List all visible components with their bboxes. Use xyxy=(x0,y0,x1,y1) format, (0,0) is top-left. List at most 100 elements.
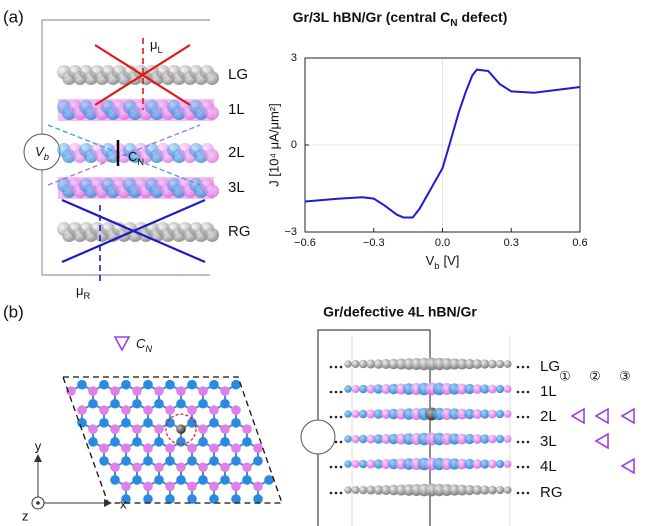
atom xyxy=(132,386,142,396)
y-tick-label: −3 xyxy=(284,226,297,238)
atom xyxy=(242,462,252,472)
atom xyxy=(132,462,142,472)
atom xyxy=(198,437,208,447)
atom xyxy=(242,437,252,447)
atom xyxy=(496,435,504,443)
atom xyxy=(121,482,131,492)
atom xyxy=(176,399,186,409)
layer-label: LG xyxy=(540,358,560,375)
x-tick-label: −0.6 xyxy=(294,237,316,249)
atom xyxy=(220,437,230,447)
ellipsis-dot xyxy=(522,492,525,495)
atom xyxy=(88,424,98,434)
defect-marker xyxy=(622,459,634,473)
ellipsis-dot xyxy=(340,492,343,495)
panel-label: (b) xyxy=(3,302,24,321)
axis-out-dot xyxy=(36,501,40,505)
atom xyxy=(488,486,497,495)
bias-source xyxy=(301,420,335,454)
atom xyxy=(359,460,368,469)
ellipsis-dot xyxy=(330,466,333,469)
axis-label: z xyxy=(22,508,29,523)
atom xyxy=(496,385,504,393)
ellipsis-dot xyxy=(527,492,530,495)
atom xyxy=(242,424,252,434)
x-tick-label: 0.0 xyxy=(435,237,450,249)
atom xyxy=(488,410,497,419)
layer-label: 2L xyxy=(540,408,557,425)
ellipsis-dot xyxy=(330,391,333,394)
atom xyxy=(231,456,241,466)
atom xyxy=(205,106,219,120)
text-part: C xyxy=(128,149,137,164)
atom xyxy=(154,462,164,472)
atom xyxy=(205,228,219,242)
atom xyxy=(176,424,186,434)
atom xyxy=(187,456,197,466)
atom xyxy=(205,149,219,163)
atom xyxy=(176,462,186,472)
atom xyxy=(488,460,497,469)
ellipsis-dot xyxy=(335,466,338,469)
atom xyxy=(132,424,142,434)
atom xyxy=(110,462,120,472)
ellipsis-dot xyxy=(517,366,520,369)
ellipsis-dot xyxy=(340,366,343,369)
axis-label: y xyxy=(35,438,42,453)
atom xyxy=(143,418,153,428)
layer-label: RG xyxy=(540,484,563,501)
subscript: R xyxy=(84,291,91,301)
atom xyxy=(198,386,208,396)
atom xyxy=(154,437,164,447)
figure: (a)Gr/3L hBN/Gr (central CN defect)VbCNμ… xyxy=(0,0,654,526)
ellipsis-dot xyxy=(340,466,343,469)
atom xyxy=(496,460,504,468)
atom xyxy=(121,456,131,466)
ellipsis-dot xyxy=(330,492,333,495)
x-tick-label: −0.3 xyxy=(363,237,385,249)
ellipsis-dot xyxy=(527,466,530,469)
atom xyxy=(253,482,263,492)
atom xyxy=(496,410,504,418)
layer-label: 3L xyxy=(228,179,245,196)
atom xyxy=(165,456,175,466)
defect-marker xyxy=(596,434,608,448)
ellipsis-dot xyxy=(517,492,520,495)
atom xyxy=(132,437,142,447)
ellipsis-dot xyxy=(522,366,525,369)
atom xyxy=(359,435,368,444)
ellipsis-dot xyxy=(517,466,520,469)
atom xyxy=(220,386,230,396)
mu-right: μR xyxy=(76,283,91,301)
ellipsis-dot xyxy=(335,391,338,394)
layer-label: LG xyxy=(228,66,248,83)
atom xyxy=(88,386,98,396)
atom xyxy=(359,385,368,394)
atom xyxy=(99,443,109,453)
atom xyxy=(504,385,512,393)
atom xyxy=(504,360,512,368)
atom xyxy=(231,443,241,453)
atom xyxy=(344,486,352,494)
atom xyxy=(205,184,219,198)
atom xyxy=(220,475,230,485)
atom xyxy=(187,482,197,492)
atom xyxy=(176,386,186,396)
ellipsis-dot xyxy=(517,441,520,444)
atom xyxy=(165,482,175,492)
atom xyxy=(154,386,164,396)
subscript: N xyxy=(145,344,152,354)
atom xyxy=(359,360,368,369)
layer-label: RG xyxy=(228,223,251,240)
atom xyxy=(344,385,352,393)
atom xyxy=(187,405,197,415)
subscript: b xyxy=(434,261,439,271)
ellipsis-dot xyxy=(340,441,343,444)
atom xyxy=(143,482,153,492)
axis-label: x xyxy=(120,496,127,511)
ellipsis-dot xyxy=(527,391,530,394)
atom xyxy=(231,380,241,390)
atom xyxy=(253,456,263,466)
ellipsis-dot xyxy=(335,441,338,444)
defect-marker xyxy=(622,409,634,423)
